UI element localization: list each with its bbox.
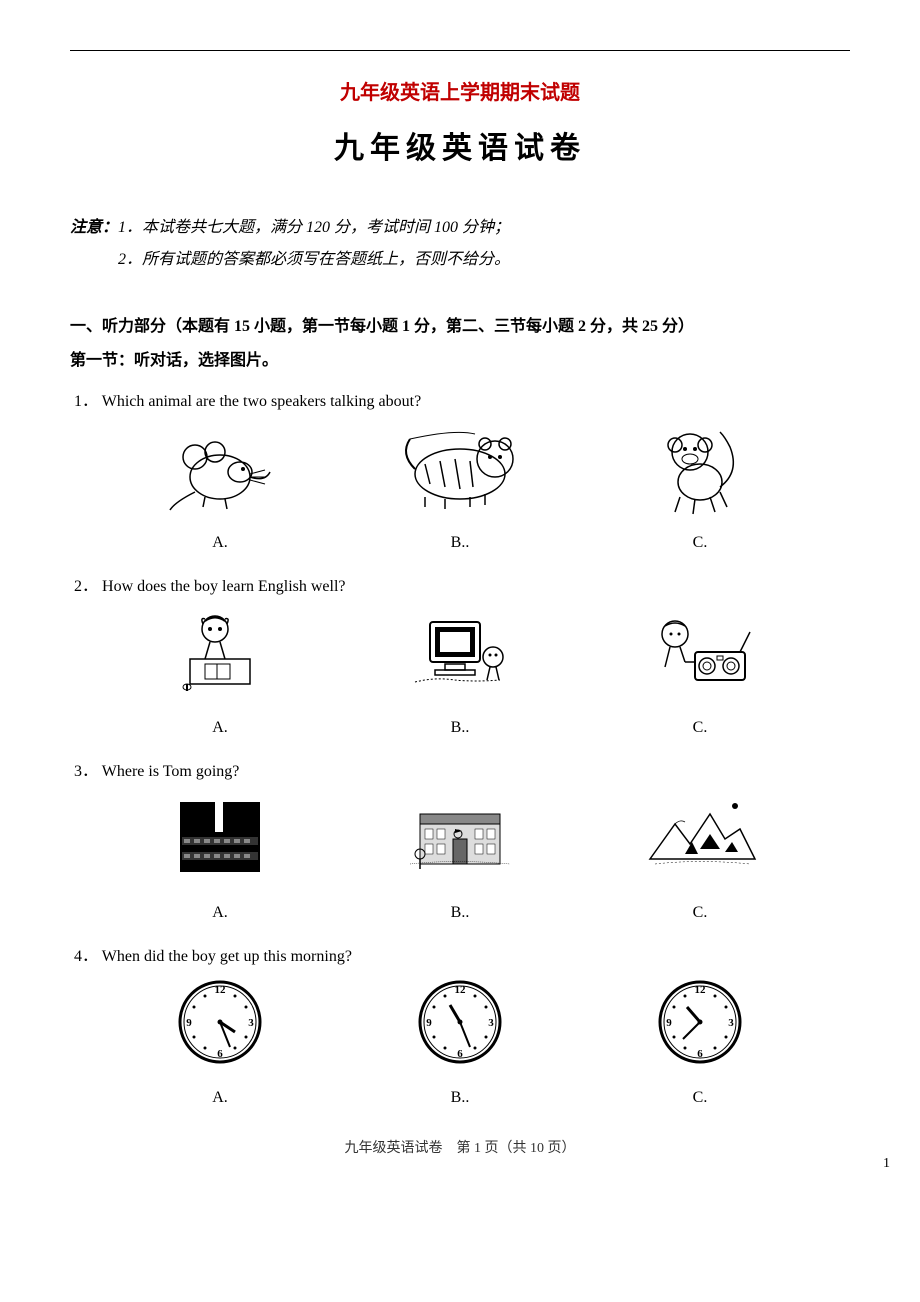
question-1: 1． Which animal are the two speakers tal…: [70, 387, 850, 411]
svg-text:6: 6: [457, 1048, 463, 1060]
mountain-icon: [640, 789, 760, 884]
school-icon: [405, 789, 515, 884]
svg-text:12: 12: [215, 984, 227, 996]
svg-text:9: 9: [666, 1017, 672, 1029]
q3-option-a: A.: [112, 789, 328, 922]
svg-text:6: 6: [697, 1048, 703, 1060]
page-number: 1: [883, 1156, 890, 1172]
reading-icon: [175, 604, 265, 699]
svg-text:9: 9: [426, 1017, 432, 1029]
clock2-icon: 12 3 6 9: [415, 974, 505, 1069]
question-4: 4． When did the boy get up this morning?: [70, 942, 850, 966]
q2-option-c: C.: [592, 604, 808, 737]
svg-text:12: 12: [695, 984, 707, 996]
svg-text:3: 3: [248, 1017, 254, 1029]
q3-option-c: C.: [592, 789, 808, 922]
question-3-options: A. B..: [70, 789, 850, 922]
mouse-icon: [165, 419, 275, 514]
tiger-icon: [395, 419, 525, 514]
question-1-num: 1．: [74, 393, 98, 410]
svg-text:12: 12: [455, 984, 467, 996]
question-2-options: A. B..: [70, 604, 850, 737]
question-4-num: 4．: [74, 948, 98, 965]
q1-option-c: C.: [592, 419, 808, 552]
question-4-options: 12 3 6 9 A. 12: [70, 974, 850, 1107]
section-title: 一、听力部分（本题有 15 小题，第一节每小题 1 分，第二、三节每小题 2 分…: [70, 311, 850, 343]
q3-option-b: B..: [352, 789, 568, 922]
question-3: 3． Where is Tom going?: [70, 757, 850, 781]
q4-option-c-label: C.: [693, 1089, 708, 1107]
q3-option-a-label: A.: [212, 904, 228, 922]
question-2: 2． How does the boy learn English well?: [70, 572, 850, 596]
q1-option-b-label: B..: [451, 534, 470, 552]
q1-option-a-label: A.: [212, 534, 228, 552]
q2-option-c-label: C.: [693, 719, 708, 737]
instruction-line-2: 2．所有试题的答案都必须写在答题纸上，否则不给分。: [118, 244, 510, 276]
monkey-icon: [645, 419, 755, 514]
q1-option-c-label: C.: [693, 534, 708, 552]
question-3-text: Where is Tom going?: [102, 763, 240, 780]
subtitle: 九年级英语上学期期末试题: [70, 76, 850, 105]
q2-option-a: A.: [112, 604, 328, 737]
q1-option-a: A.: [112, 419, 328, 552]
clock3-icon: 12 3 6 9: [655, 974, 745, 1069]
q4-option-b: 12 3 6 9 B..: [352, 974, 568, 1107]
subsection-title: 第一节：听对话，选择图片。: [70, 345, 850, 377]
cinema-icon: [170, 789, 270, 884]
q1-option-b: B..: [352, 419, 568, 552]
footer: 九年级英语试卷 第 1 页（共 10 页）: [70, 1137, 850, 1157]
main-title: 九年级英语试卷: [70, 123, 850, 167]
top-divider: [70, 50, 850, 51]
question-2-num: 2．: [74, 578, 98, 595]
question-2-text: How does the boy learn English well?: [102, 578, 346, 595]
q3-option-b-label: B..: [451, 904, 470, 922]
question-3-num: 3．: [74, 763, 98, 780]
svg-text:6: 6: [217, 1048, 223, 1060]
computer-icon: [405, 604, 515, 699]
question-4-text: When did the boy get up this morning?: [102, 948, 352, 965]
instruction-line-1: 1．本试卷共七大题，满分 120 分，考试时间 100 分钟；: [118, 212, 510, 244]
q2-option-a-label: A.: [212, 719, 228, 737]
q4-option-a: 12 3 6 9 A.: [112, 974, 328, 1107]
q2-option-b-label: B..: [451, 719, 470, 737]
question-1-options: A. B..: [70, 419, 850, 552]
svg-text:3: 3: [728, 1017, 734, 1029]
q4-option-b-label: B..: [451, 1089, 470, 1107]
clock1-icon: 12 3 6 9: [175, 974, 265, 1069]
question-1-text: Which animal are the two speakers talkin…: [102, 393, 421, 410]
svg-text:9: 9: [186, 1017, 192, 1029]
q4-option-a-label: A.: [212, 1089, 228, 1107]
q4-option-c: 12 3 6 9 C.: [592, 974, 808, 1107]
svg-text:3: 3: [488, 1017, 494, 1029]
radio-icon: [645, 604, 755, 699]
q3-option-c-label: C.: [693, 904, 708, 922]
instructions: 注意： 1．本试卷共七大题，满分 120 分，考试时间 100 分钟； 注意： …: [70, 212, 850, 276]
q2-option-b: B..: [352, 604, 568, 737]
instructions-label: 注意：: [70, 212, 118, 244]
